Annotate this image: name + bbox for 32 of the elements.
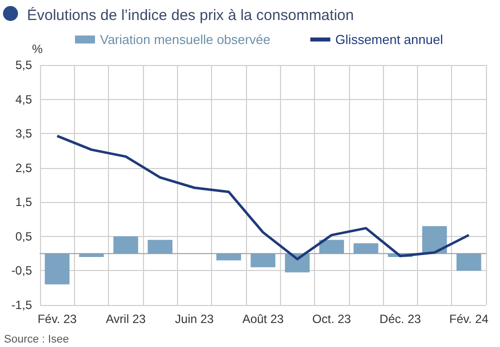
bar bbox=[422, 226, 447, 254]
legend-label: Variation mensuelle observée bbox=[100, 32, 270, 47]
bar bbox=[148, 240, 172, 254]
y-tick-label: -1,5 bbox=[11, 298, 32, 312]
bar bbox=[216, 254, 242, 260]
x-tick-label: Août 23 bbox=[242, 312, 284, 326]
x-tick-label: Déc. 23 bbox=[380, 312, 422, 326]
y-tick-label: 2,5 bbox=[15, 160, 32, 175]
bar bbox=[113, 236, 138, 254]
bar bbox=[354, 243, 378, 254]
y-tick-label: 4,5 bbox=[15, 92, 32, 106]
legend-label: Glissement annuel bbox=[335, 32, 444, 47]
x-tick-label: Fév. 24 bbox=[449, 312, 489, 326]
y-axis-title: % bbox=[32, 42, 43, 56]
bar bbox=[456, 254, 482, 271]
source-note: Source : Isee bbox=[4, 334, 69, 346]
bar bbox=[44, 254, 70, 284]
y-tick-label: 3,5 bbox=[15, 126, 32, 141]
bar bbox=[284, 254, 310, 272]
y-tick-label: -0,5 bbox=[11, 264, 32, 278]
x-tick-label: Oct. 23 bbox=[312, 312, 352, 326]
x-tick-label: Fév. 23 bbox=[38, 312, 78, 326]
x-tick-label: Juin 23 bbox=[175, 312, 214, 326]
chart-title: Évolutions de l’indice des prix à la consommation bbox=[27, 6, 354, 24]
bar bbox=[319, 240, 344, 254]
line-series bbox=[56, 134, 470, 260]
y-tick-label: 1,5 bbox=[15, 195, 32, 210]
bar bbox=[79, 254, 104, 257]
x-tick-label: Avril 23 bbox=[106, 312, 146, 326]
y-tick-label: 0,5 bbox=[15, 229, 32, 244]
y-tick-label: 5,5 bbox=[15, 58, 32, 72]
bar bbox=[250, 254, 276, 268]
